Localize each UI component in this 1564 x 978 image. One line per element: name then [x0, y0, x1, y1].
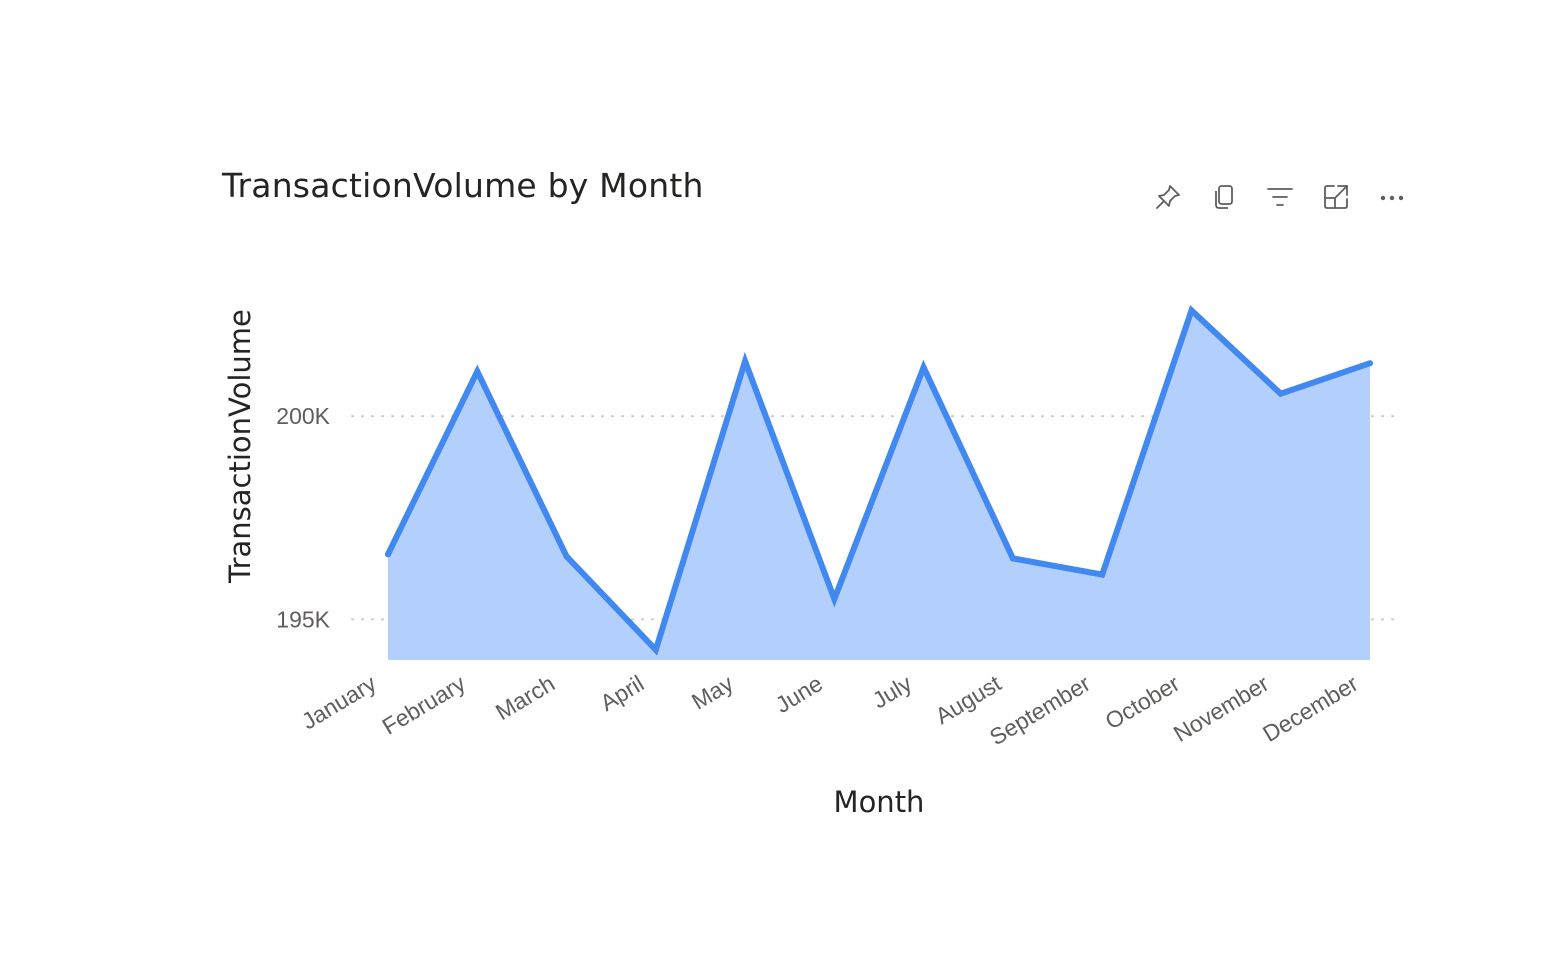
- data-point-august[interactable]: [1009, 555, 1016, 562]
- data-point-july[interactable]: [920, 364, 927, 371]
- x-tick-label: February: [378, 670, 471, 740]
- x-axis-title: Month: [834, 785, 925, 819]
- x-tick-label: July: [868, 670, 917, 714]
- data-point-april[interactable]: [652, 646, 659, 653]
- data-point-february[interactable]: [474, 368, 481, 375]
- copy-icon[interactable]: [1204, 180, 1244, 214]
- more-options-icon[interactable]: [1372, 180, 1412, 214]
- data-point-june[interactable]: [831, 596, 838, 602]
- data-point-december[interactable]: [1367, 360, 1373, 367]
- series-line: [385, 305, 1373, 656]
- data-point-january[interactable]: [385, 551, 391, 558]
- x-tick-label: March: [491, 670, 559, 725]
- y-axis-title: TransactionVolume: [223, 309, 257, 584]
- x-tick-label: September: [985, 670, 1095, 750]
- x-tick-label: November: [1169, 670, 1274, 747]
- x-tick-label: June: [771, 670, 827, 718]
- focus-mode-icon[interactable]: [1316, 180, 1356, 214]
- x-tick-label: January: [297, 670, 381, 735]
- data-point-may[interactable]: [742, 358, 749, 365]
- chart-title: TransactionVolume by Month: [222, 166, 704, 205]
- x-tick-label: December: [1258, 670, 1363, 747]
- visual-header-toolbar: [1148, 180, 1412, 214]
- data-point-november[interactable]: [1277, 390, 1284, 397]
- y-axis-ticks: 195K 200K: [276, 403, 330, 632]
- series-points: [385, 307, 1373, 653]
- data-point-september[interactable]: [1099, 571, 1106, 578]
- data-point-october[interactable]: [1188, 307, 1195, 314]
- data-point-march[interactable]: [563, 553, 570, 560]
- x-tick-label: April: [596, 670, 649, 716]
- x-tick-label: May: [687, 670, 738, 715]
- filter-icon[interactable]: [1260, 180, 1300, 214]
- pin-icon[interactable]: [1148, 180, 1188, 214]
- x-tick-label: August: [931, 670, 1006, 729]
- y-tick-label: 195K: [276, 606, 330, 632]
- y-tick-label: 200K: [276, 403, 330, 429]
